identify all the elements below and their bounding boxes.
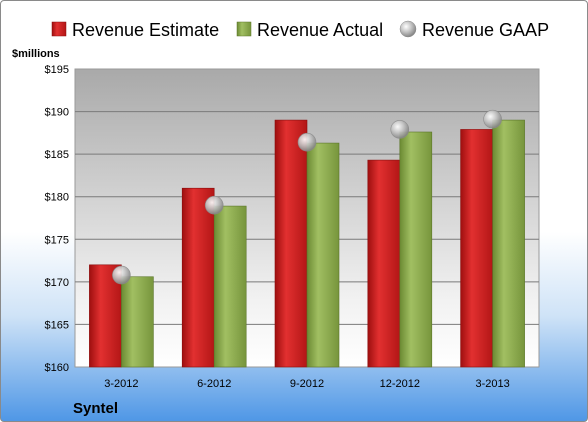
legend-label-revenue-gaap: Revenue GAAP [422,20,549,40]
x-tick-label: 9-2012 [290,378,324,390]
x-tick-label: 6-2012 [197,378,231,390]
legend: Revenue Estimate Revenue Actual Revenue … [51,20,549,40]
y-axis-ticks: $160 $165 $170 $175 $180 $185 $190 $195 [45,64,69,374]
y-tick-label: $170 [45,277,69,289]
marker-revenue-gaap [390,120,410,139]
legend-swatch-revenue-actual [236,21,252,37]
marker-revenue-gaap [204,195,224,215]
y-tick-label: $195 [45,64,69,76]
legend-marker-revenue-gaap [399,20,417,38]
y-tick-label: $175 [45,234,69,246]
legend-swatch-revenue-estimate [51,21,67,37]
gaap-markers [112,109,502,285]
legend-label-revenue-estimate: Revenue Estimate [72,20,219,40]
bar-revenue-estimate [274,119,308,368]
bar-revenue-estimate [460,129,493,368]
y-tick-label: $160 [45,362,69,374]
bar-revenue-estimate [367,159,401,368]
marker-revenue-gaap [297,132,317,152]
y-tick-label: $185 [45,149,69,161]
x-tick-label: 12-2012 [380,378,420,390]
bar-revenue-actual [399,131,433,368]
company-label: Syntel [73,400,118,417]
x-axis-ticks: 3-2012 6-2012 9-2012 12-2012 3-2013 [104,378,509,390]
bar-revenue-actual [121,276,154,368]
bar-revenue-actual [306,142,340,368]
bar-revenue-actual [492,119,525,368]
bar-revenue-estimate [181,187,215,368]
y-axis-unit-label: $millions [12,48,60,60]
bar-revenue-actual [213,205,247,368]
marker-revenue-gaap [483,109,502,129]
x-tick-label: 3-2012 [104,378,138,390]
y-tick-label: $190 [45,107,69,119]
y-tick-label: $180 [45,192,69,204]
marker-revenue-gaap [112,265,131,285]
y-tick-label: $165 [45,319,69,331]
legend-label-revenue-actual: Revenue Actual [257,20,383,40]
x-tick-label: 3-2013 [475,378,509,390]
